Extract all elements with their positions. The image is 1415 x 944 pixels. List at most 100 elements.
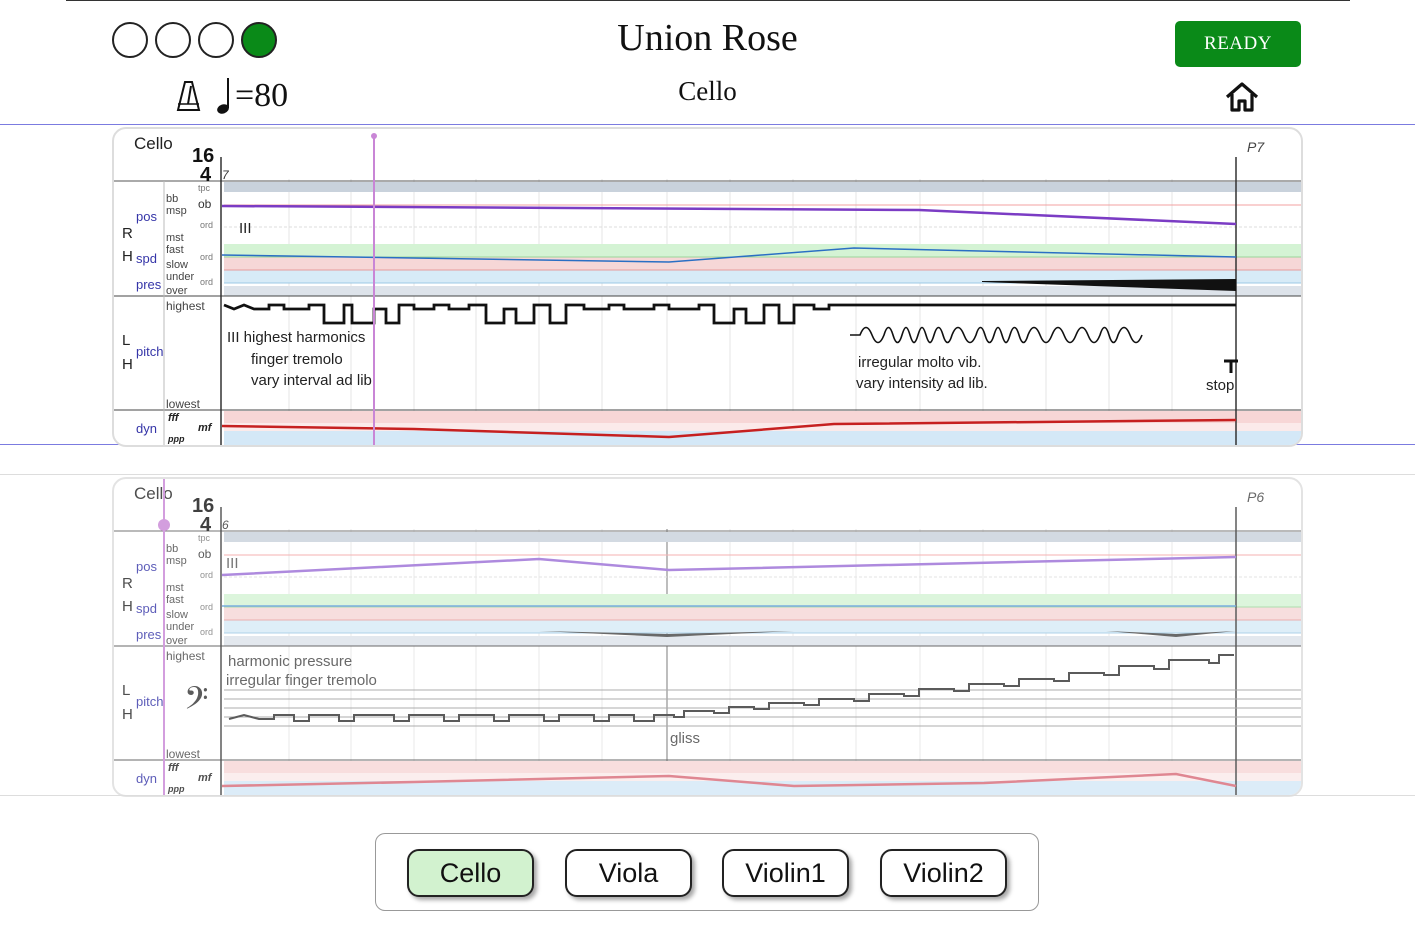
score-page-next: Cello 16 4 6 P6 R H pos spd pres bb msp …	[112, 477, 1303, 797]
level-mf: mf	[198, 772, 213, 784]
note-vary-interval: vary interval ad lib	[251, 372, 372, 389]
metronome-icon	[176, 81, 201, 111]
level-pres-ord: ord	[200, 277, 213, 287]
string-label: III	[239, 220, 252, 237]
level-ppp: ppp	[167, 434, 185, 444]
level-fff: fff	[168, 412, 180, 424]
part-button-cello[interactable]: Cello	[407, 849, 534, 897]
level-tpc: tpc	[198, 183, 211, 193]
top-rule	[66, 0, 1350, 1]
time-signature-bottom: 4	[200, 164, 212, 186]
level-over: over	[166, 635, 188, 647]
pos-label: pos	[136, 209, 157, 224]
level-fast: fast	[166, 594, 184, 606]
level-mf: mf	[198, 422, 213, 434]
note-finger-tremolo: finger tremolo	[251, 351, 343, 368]
ready-button[interactable]: READY	[1175, 21, 1301, 67]
part-button-violin1[interactable]: Violin1	[722, 849, 849, 897]
part-button-viola[interactable]: Viola	[565, 849, 692, 897]
pitch-label: pitch	[136, 694, 163, 709]
pos-label: pos	[136, 559, 157, 574]
stop-mark	[1224, 359, 1238, 373]
beat-indicator	[112, 22, 277, 58]
level-ob: ob	[198, 197, 212, 211]
level-bb: bb	[166, 543, 178, 555]
time-signature-bottom: 4	[200, 514, 212, 536]
instrument-label: Cello	[134, 484, 173, 503]
string-label: III	[226, 555, 239, 572]
bow-position-line	[221, 204, 1237, 226]
level-ord: ord	[200, 220, 213, 230]
pressure-swell-1	[539, 631, 794, 637]
time-signature-top: 16	[192, 495, 214, 517]
part-selector: Cello Viola Violin1 Violin2	[375, 833, 1039, 911]
gliss-tremolo-line	[228, 654, 1234, 722]
rh-label-r: R	[122, 575, 133, 592]
lh-label-l: L	[122, 332, 130, 349]
dyn-label: dyn	[136, 771, 157, 786]
rh-label-h: H	[122, 248, 133, 265]
quarter-note-icon	[217, 78, 229, 114]
playhead-marker	[158, 519, 170, 531]
level-lowest: lowest	[166, 747, 201, 761]
bow-speed-line	[221, 247, 1237, 263]
pitch-label: pitch	[136, 344, 163, 359]
piece-title: Union Rose	[617, 17, 798, 59]
level-fast: fast	[166, 244, 184, 256]
level-ob: ob	[198, 547, 212, 561]
note-gliss: gliss	[670, 730, 700, 747]
level-highest: highest	[166, 649, 205, 663]
level-mst: mst	[166, 232, 184, 244]
pressure-wedge	[982, 279, 1236, 291]
note-harmonic-pressure: harmonic pressure	[228, 653, 352, 670]
level-spd-ord: ord	[200, 252, 213, 262]
time-signature-top: 16	[192, 145, 214, 167]
level-msp: msp	[166, 205, 187, 217]
level-fff: fff	[168, 762, 180, 774]
spd-label: spd	[136, 601, 157, 616]
level-spd-ord: ord	[200, 602, 213, 612]
level-over: over	[166, 285, 188, 297]
home-icon[interactable]	[1224, 80, 1260, 114]
level-ord: ord	[200, 570, 213, 580]
panel-top-border	[0, 124, 1415, 125]
note-molto-vib: irregular molto vib.	[858, 354, 981, 371]
score-graphic-next: Cello 16 4 6 P6 R H pos spd pres bb msp …	[114, 479, 1301, 795]
note-irregular-finger-tremolo: irregular finger tremolo	[226, 672, 377, 689]
bow-position-line	[221, 555, 1237, 577]
beat-light-1	[112, 22, 148, 58]
next-panel-top-border	[0, 474, 1415, 475]
harmonic-tremolo-line	[223, 303, 1236, 325]
dynamics-line	[221, 418, 1237, 439]
page-label: P7	[1247, 139, 1265, 155]
pressure-swell-2	[1106, 631, 1236, 637]
dynamics-line	[221, 772, 1237, 788]
score-page-current: Cello 16 4 7 P7 R H pos spd pres bb msp …	[112, 127, 1303, 447]
pres-label: pres	[136, 277, 162, 292]
note-highest-harmonics: III highest harmonics	[227, 329, 365, 346]
note-vary-intensity: vary intensity ad lib.	[856, 375, 988, 392]
playhead-handle[interactable]	[371, 133, 377, 139]
score-graphic-current: Cello 16 4 7 P7 R H pos spd pres bb msp …	[114, 133, 1301, 445]
level-bb: bb	[166, 193, 178, 205]
rh-label-h: H	[122, 598, 133, 615]
spd-label: spd	[136, 251, 157, 266]
molto-vib-line	[850, 326, 1143, 344]
bass-clef-icon: 𝄢	[184, 682, 208, 724]
tempo-value: =80	[235, 77, 289, 114]
level-highest: highest	[166, 299, 205, 313]
beat-light-4	[241, 22, 277, 58]
level-tpc: tpc	[198, 533, 211, 543]
dyn-label: dyn	[136, 421, 157, 436]
part-button-violin2[interactable]: Violin2	[880, 849, 1007, 897]
lh-label-l: L	[122, 682, 130, 699]
lh-label-h: H	[122, 356, 133, 373]
level-mst: mst	[166, 582, 184, 594]
level-msp: msp	[166, 555, 187, 567]
measure-number: 6	[222, 518, 229, 532]
pres-label: pres	[136, 627, 162, 642]
level-lowest: lowest	[166, 397, 201, 411]
page-label: P6	[1247, 489, 1264, 505]
instrument-name: Cello	[678, 76, 737, 106]
level-slow: slow	[166, 609, 188, 621]
